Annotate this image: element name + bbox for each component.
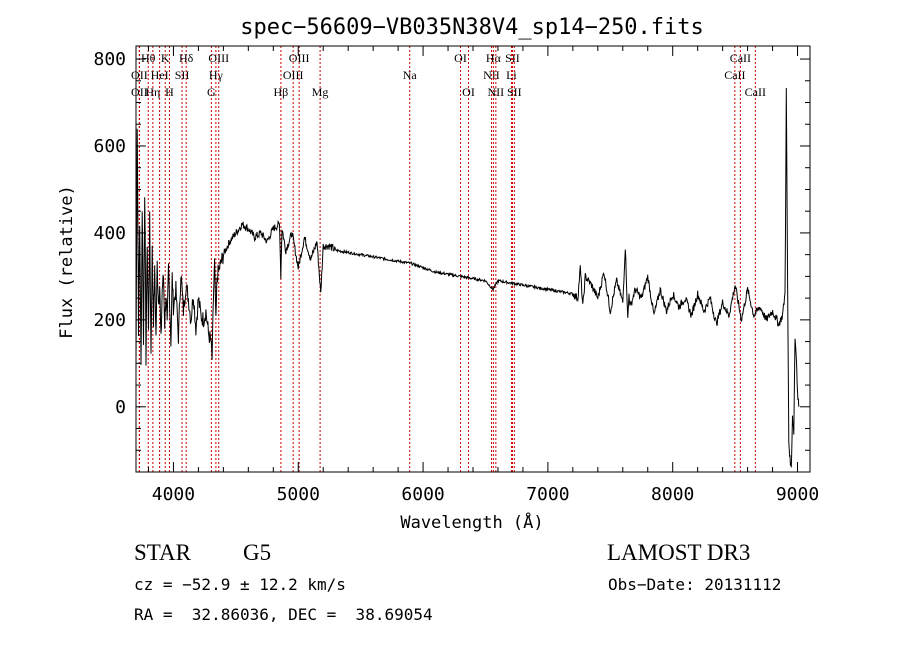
marker-label-26: CaII (730, 51, 751, 65)
line-markers: OIIHθOIIHηHeIKHSIIHδGHγOIIIHβOIIIOIIIMgN… (131, 46, 766, 472)
object-class: STAR (134, 540, 191, 565)
marker-label-3: Hη (145, 85, 160, 99)
marker-label-2: OII (131, 68, 148, 82)
x-axis-label: Wavelength (Å) (400, 511, 543, 533)
marker-label-7: SII (175, 68, 190, 82)
marker-label-20: Hα (486, 51, 502, 65)
marker-label-10: Hγ (209, 68, 224, 82)
object-subclass: G5 (243, 540, 272, 565)
survey-name: LAMOST DR3 (607, 540, 751, 565)
marker-label-4: HeI (151, 68, 169, 82)
x-tick-label-1: 5000 (277, 484, 320, 505)
marker-label-15: Mg (312, 85, 329, 99)
y-tick-label-0: 0 (115, 397, 126, 418)
x-tick-label-5: 9000 (776, 484, 819, 505)
coordinates-readout: RA = 32.86036, DEC = 38.69054 (134, 605, 433, 624)
x-axis: 4000 5000 6000 7000 8000 9000 (147, 46, 819, 505)
marker-label-19: NII (483, 68, 500, 82)
y-tick-label-3: 600 (93, 136, 126, 157)
x-tick-label-0: 4000 (152, 484, 195, 505)
marker-label-14: OIII (289, 51, 310, 65)
marker-label-1: Hθ (141, 51, 156, 65)
marker-label-22: Li (506, 68, 517, 82)
marker-label-9: G (207, 85, 216, 99)
marker-label-25: CaII (724, 68, 745, 82)
marker-label-23: SII (505, 51, 520, 65)
marker-label-13: OIII (283, 68, 304, 82)
spectrum-series (135, 87, 800, 468)
marker-label-18: OI (462, 85, 475, 99)
marker-label-11: OIII (208, 51, 229, 65)
marker-label-12: Hβ (274, 85, 289, 99)
y-axis: 0 200 400 600 800 (93, 49, 810, 451)
x-tick-label-2: 6000 (401, 484, 444, 505)
y-tick-label-2: 400 (93, 223, 126, 244)
marker-label-27: CaII (745, 85, 766, 99)
marker-label-16: Na (403, 68, 418, 82)
y-tick-label-4: 800 (93, 49, 126, 70)
chart-title: spec−56609−VB035N38V4_sp14−250.fits (240, 15, 704, 40)
x-tick-label-4: 8000 (651, 484, 694, 505)
marker-label-17: OI (454, 51, 467, 65)
marker-label-5: K (161, 51, 170, 65)
marker-label-21: NII (488, 85, 505, 99)
y-tick-label-1: 200 (93, 310, 126, 331)
plot-frame (135, 45, 811, 473)
marker-label-24: SII (507, 85, 522, 99)
spectrum-line-0 (135, 87, 800, 468)
observation-date: Obs−Date: 20131112 (608, 575, 782, 594)
x-tick-label-3: 7000 (526, 484, 569, 505)
marker-label-6: H (165, 85, 174, 99)
marker-label-8: Hδ (179, 51, 194, 65)
redshift-readout: cz = −52.9 ± 12.2 km/s (134, 575, 346, 594)
y-axis-label: Flux (relative) (57, 185, 77, 339)
